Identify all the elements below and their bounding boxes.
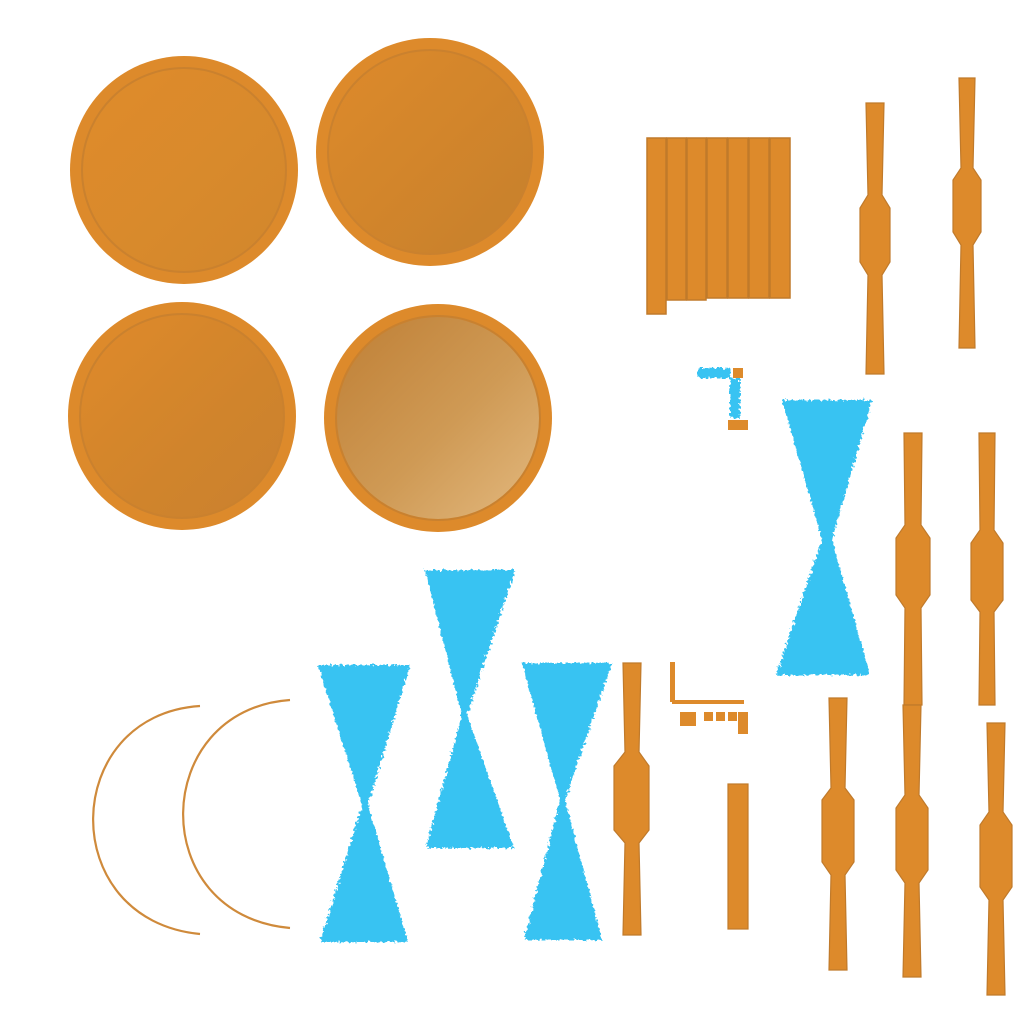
fragment-top	[698, 368, 748, 430]
rod-top-2	[952, 77, 982, 349]
hourglass-glass-3	[318, 665, 410, 942]
hourglass-glass-2	[425, 570, 515, 848]
arc-left	[92, 704, 201, 936]
hourglass-glass-4	[522, 663, 612, 940]
arc-right	[182, 698, 291, 930]
plank-bundle	[646, 137, 791, 315]
rod-bottom-4	[979, 722, 1013, 996]
short-bar	[727, 783, 749, 930]
rod-middle-2	[970, 432, 1004, 706]
fragment-bottom	[670, 662, 748, 734]
rod-middle-1	[895, 432, 931, 706]
rod-bottom-2	[821, 697, 855, 971]
disc-bottom-left	[68, 302, 296, 530]
disc-top-right	[316, 38, 544, 266]
rod-bottom-1	[613, 662, 650, 936]
disc-top-left	[70, 56, 298, 284]
rod-bottom-3	[895, 704, 929, 978]
disc-bottom-right	[324, 304, 552, 532]
rod-top-1	[859, 102, 891, 375]
hourglass-glass-1	[776, 400, 872, 675]
